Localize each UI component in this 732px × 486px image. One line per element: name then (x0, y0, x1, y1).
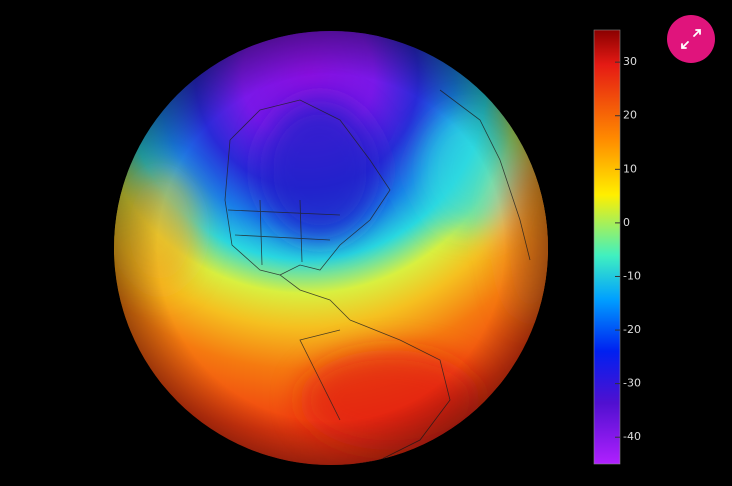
globe (114, 31, 548, 465)
colorbar-tick-label: -20 (623, 323, 641, 336)
colorbar-tick-label: -40 (623, 430, 641, 443)
fullscreen-button[interactable] (667, 15, 715, 63)
colorbar: 30 20 10 0 -10 -20 -30 -40 (593, 29, 641, 465)
colorbar-tick-label: 0 (623, 216, 630, 229)
colorbar-tick-label: 20 (623, 109, 637, 122)
colorbar-tick-label: 30 (623, 55, 637, 68)
colorbar-tick-label: -30 (623, 377, 641, 390)
colorbar-tick-label: -10 (623, 269, 641, 282)
colorbar-tick-label: 10 (623, 162, 637, 175)
